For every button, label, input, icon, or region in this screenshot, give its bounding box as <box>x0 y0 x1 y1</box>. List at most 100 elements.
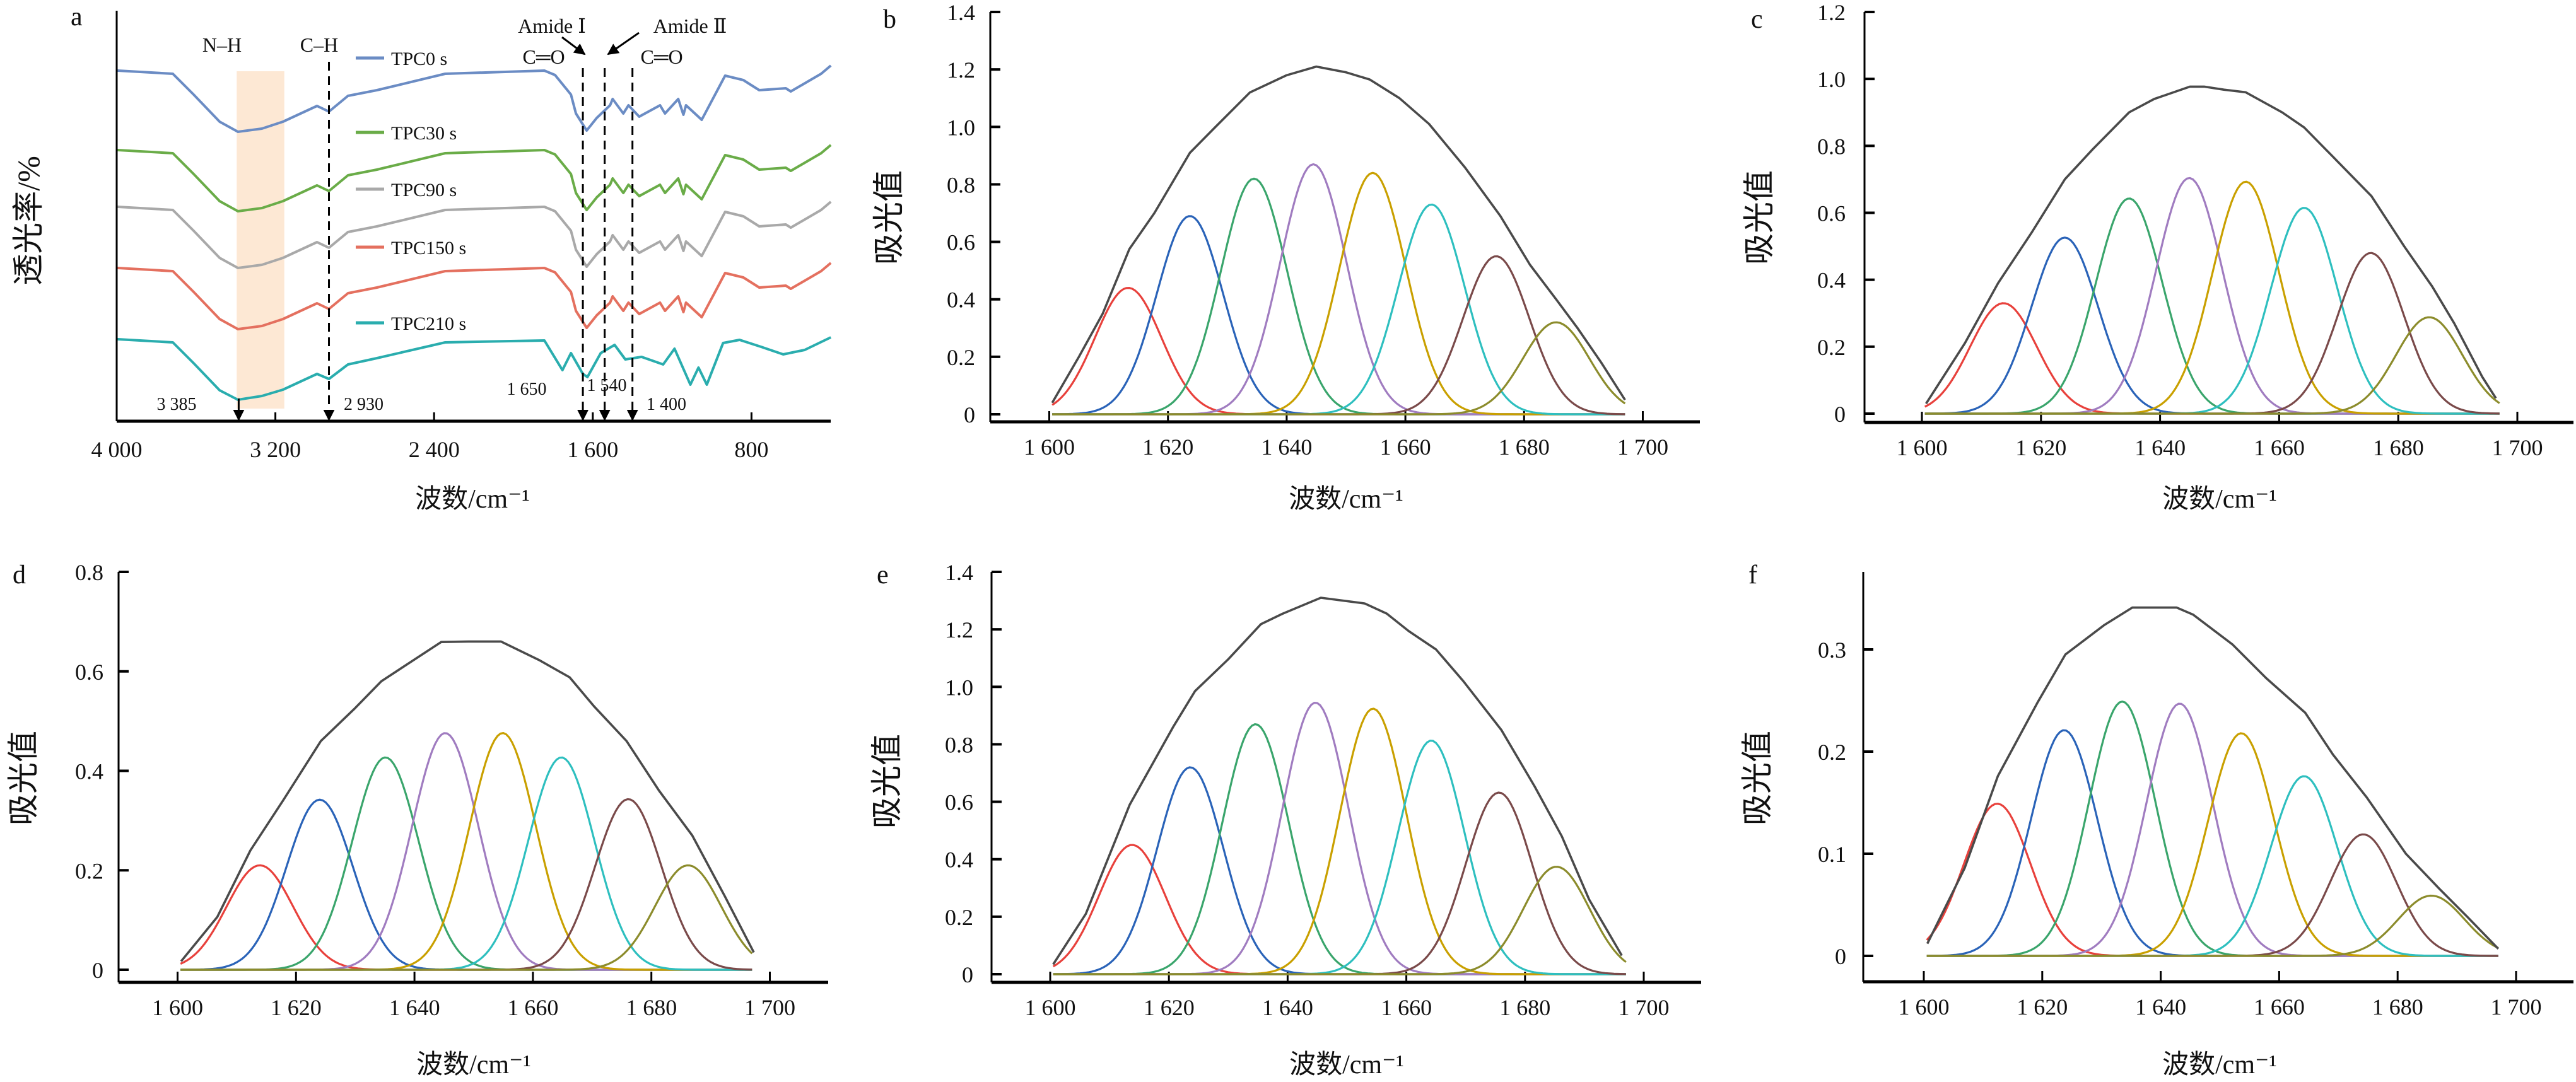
y-axis-title: 吸光值 <box>869 734 905 829</box>
x-axis-title: 波数/cm⁻¹ <box>2162 485 2277 514</box>
panel-e-deconvolution: 0 0.2 0.4 0.6 0.8 1.0 1.2 1.4 1 600 1 620 1 640 1 6… <box>869 560 1701 1079</box>
x-axis-title: 波数/cm⁻¹ <box>1289 485 1403 514</box>
fitted-peak-5 <box>1924 180 2500 415</box>
y-tick-label: 0 <box>964 402 975 428</box>
y-tick-label: 0.6 <box>945 790 973 815</box>
y-tick-label: 1.4 <box>945 560 973 585</box>
legend-label: TPC30 s <box>391 123 457 144</box>
x-tick-label: 1 680 <box>1499 995 1550 1020</box>
y-tick-label: 1.0 <box>945 675 973 700</box>
y-axis-title: 吸光值 <box>1742 170 1777 265</box>
y-tick-label: 0.6 <box>947 230 975 255</box>
fitted-peak-4 <box>1924 177 2500 415</box>
series-line-tpc150s <box>116 262 832 330</box>
nh-shaded-band <box>237 71 284 409</box>
y-tick-label: 0.8 <box>947 172 975 197</box>
y-axis-title: 吸光值 <box>6 731 41 825</box>
y-tick-label: 0.4 <box>75 759 103 784</box>
amide-i-envelope <box>1926 606 2500 950</box>
legend-label: TPC150 s <box>391 238 466 259</box>
x-tick-label: 1 660 <box>1380 434 1431 460</box>
marker-label: 1 650 <box>507 380 547 399</box>
annotation-co-1: C═O <box>522 45 565 68</box>
x-tick-label: 1 680 <box>2372 994 2423 1020</box>
x-tick-label: 1 700 <box>744 995 795 1020</box>
x-tick-label: 800 <box>734 437 768 462</box>
y-axis-title: 吸光值 <box>1740 731 1775 825</box>
marker-label: 1 540 <box>587 376 627 395</box>
annotation-amide-2: Amide Ⅱ <box>653 15 727 37</box>
fitted-peak-8 <box>1926 894 2499 957</box>
panel-letter: a <box>71 3 83 32</box>
y-tick-label: 0.2 <box>945 905 973 930</box>
y-tick-label: 1.4 <box>947 0 975 25</box>
y-tick-label: 0.2 <box>1818 740 1846 765</box>
fitted-peak-1 <box>1926 803 2498 957</box>
x-tick-label: 1 600 <box>567 437 618 462</box>
y-tick-label: 0 <box>1834 402 1846 427</box>
x-tick-label: 1 600 <box>1897 435 1948 460</box>
annotation-co-2: C═O <box>640 45 682 68</box>
x-tick-label: 1 600 <box>1025 995 1076 1020</box>
x-tick-label: 2 400 <box>409 437 460 462</box>
fitted-peak-2 <box>1926 729 2498 957</box>
y-tick-label: 0.4 <box>945 847 973 873</box>
amide-1-arrow <box>561 36 586 55</box>
x-axis-title: 波数/cm⁻¹ <box>416 1050 531 1079</box>
x-tick-label: 1 660 <box>507 995 558 1020</box>
y-tick-label: 0.8 <box>1817 134 1846 159</box>
marker-label: 2 930 <box>344 395 383 414</box>
fitted-peak-8 <box>180 864 753 971</box>
x-tick-label: 1 620 <box>271 995 322 1020</box>
y-tick-label: 0.2 <box>1817 335 1846 360</box>
fitted-peak-4 <box>1052 163 1625 416</box>
fitted-peak-4 <box>180 732 752 971</box>
legend-label: TPC0 s <box>391 49 447 69</box>
x-tick-label: 1 700 <box>2491 994 2542 1020</box>
marker-label: 3 385 <box>157 395 197 414</box>
y-tick-label: 1.2 <box>1817 0 1846 25</box>
panel-f-deconvolution: 0 0.1 0.2 0.3 1 600 1 620 1 640 1 660 1 680 1 700… <box>1740 561 2573 1079</box>
fitted-peak-3 <box>180 756 752 971</box>
y-tick-label: 0.8 <box>945 732 973 757</box>
fitted-peak-3 <box>1052 177 1625 416</box>
fitted-peak-6 <box>1053 740 1626 975</box>
x-tick-label: 1 660 <box>2254 994 2305 1020</box>
panel-letter: f <box>1748 561 1757 590</box>
x-tick-label: 3 200 <box>250 437 301 462</box>
fitted-peak-6 <box>1924 207 2500 415</box>
x-tick-label: 1 640 <box>1261 434 1312 460</box>
x-tick-label: 1 700 <box>1619 995 1670 1020</box>
y-axis-title: 吸光值 <box>871 170 906 265</box>
x-tick-label: 1 620 <box>2015 435 2066 460</box>
y-tick-label: 1.0 <box>947 115 975 140</box>
panel-d-deconvolution: 0 0.2 0.4 0.6 0.8 1 600 1 620 1 640 1 660 1 680 1 … <box>6 560 828 1079</box>
x-tick-label: 4 000 <box>91 437 143 462</box>
fitted-peak-8 <box>1053 866 1627 975</box>
panel-b-deconvolution: 0 0.2 0.4 0.6 0.8 1.0 1.2 1.4 1 600 1 620 1 640 1 6… <box>871 0 1700 514</box>
x-axis-title: 波数/cm⁻¹ <box>2162 1050 2277 1079</box>
series-line-tpc30s <box>116 144 832 212</box>
y-tick-label: 0 <box>1835 944 1846 969</box>
y-tick-label: 0.6 <box>75 660 103 685</box>
annotation-nh: N–H <box>202 33 242 56</box>
fitted-peak-8 <box>1924 316 2500 415</box>
y-tick-label: 0.2 <box>947 345 975 370</box>
x-tick-label: 1 620 <box>1142 434 1193 460</box>
y-tick-label: 0.4 <box>947 288 975 313</box>
fitted-peak-7 <box>1053 791 1626 975</box>
series-line-tpc210s <box>116 336 832 401</box>
y-axis-title: 透光率/% <box>11 156 46 286</box>
x-axis-title: 波数/cm⁻¹ <box>1289 1050 1404 1079</box>
x-tick-label: 1 600 <box>1024 434 1075 460</box>
legend-label: TPC210 s <box>391 313 466 334</box>
y-tick-label: 0.3 <box>1818 637 1846 663</box>
panel-letter: c <box>1751 5 1763 34</box>
fitted-peak-5 <box>1926 732 2498 957</box>
panel-letter: d <box>13 561 26 590</box>
y-tick-label: 0 <box>92 958 103 983</box>
x-tick-label: 1 620 <box>1144 995 1195 1020</box>
x-tick-label: 1 700 <box>2492 435 2543 460</box>
marker-label: 1 400 <box>647 395 686 414</box>
